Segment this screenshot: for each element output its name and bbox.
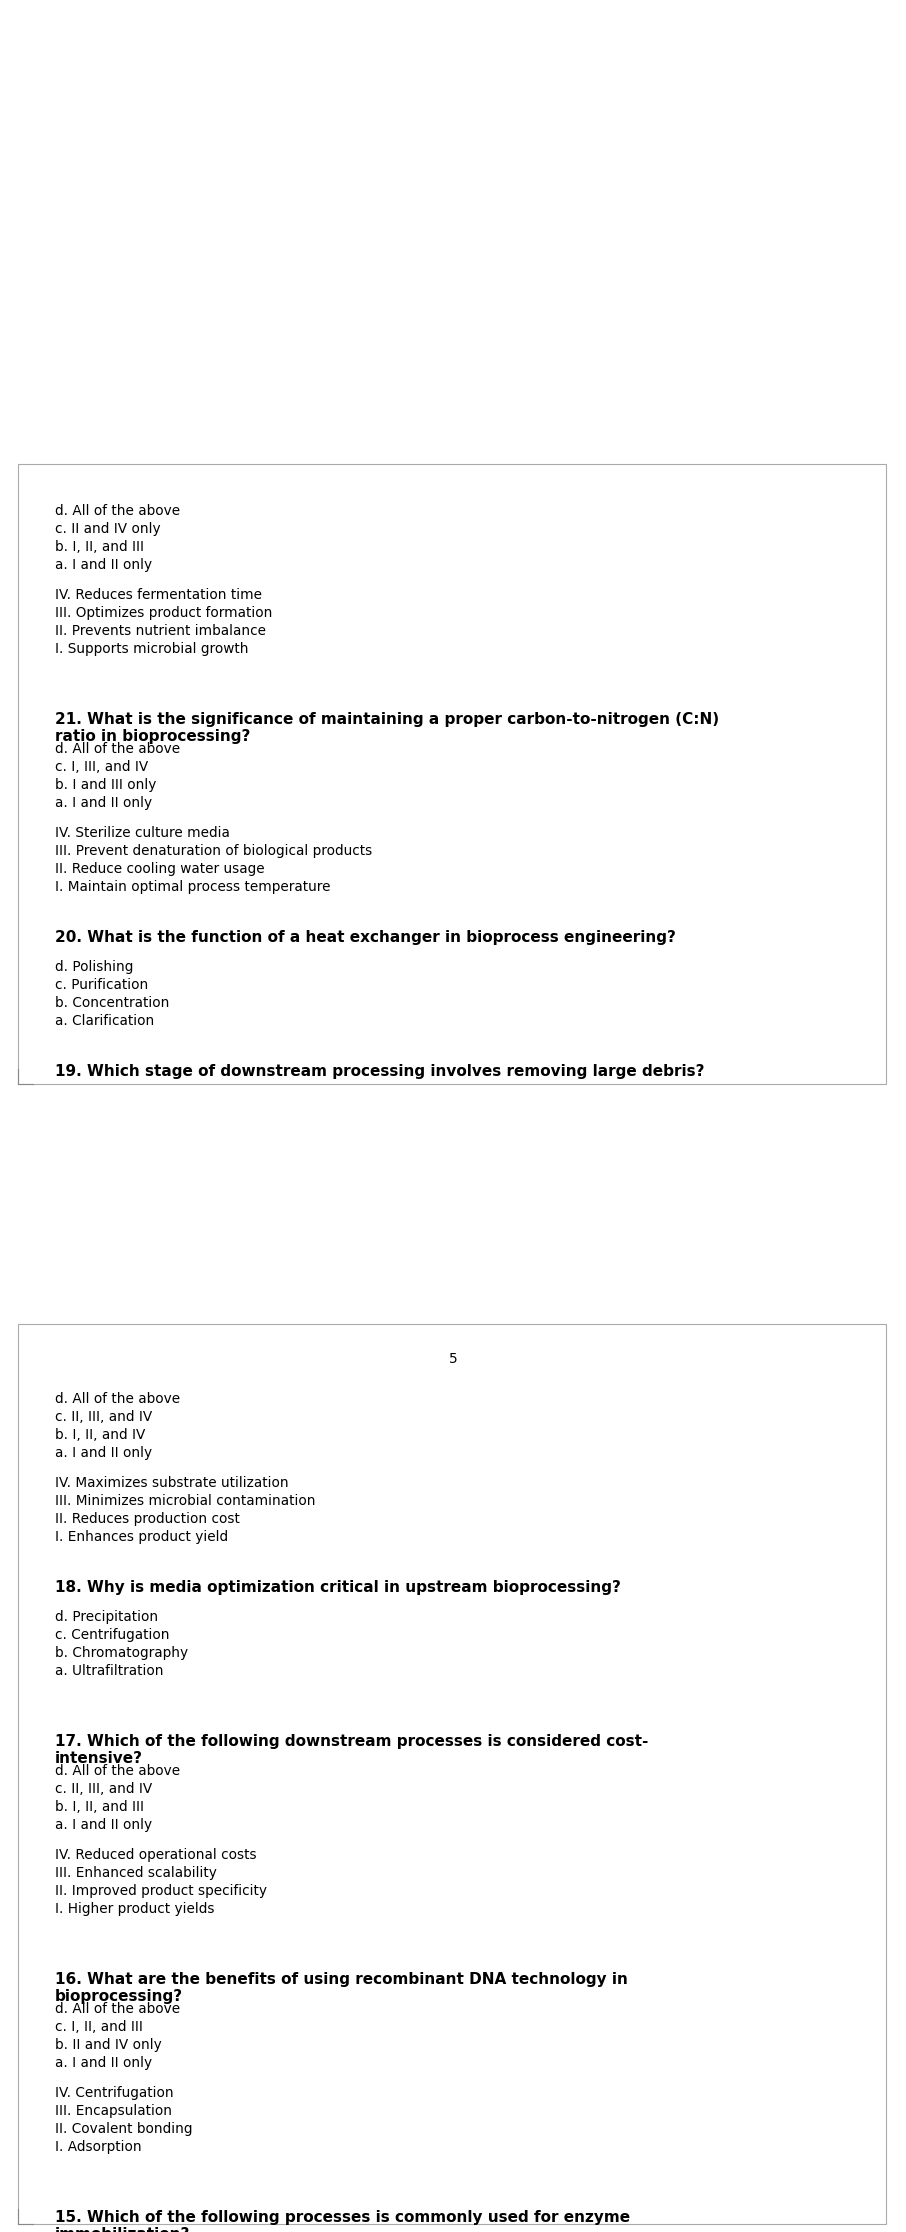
Text: c. I, III, and IV: c. I, III, and IV (55, 761, 149, 775)
Text: I. Adsorption: I. Adsorption (55, 2140, 141, 2154)
Text: 21. What is the significance of maintaining a proper carbon-to-nitrogen (C:N)
ra: 21. What is the significance of maintain… (55, 712, 719, 745)
Text: b. Chromatography: b. Chromatography (55, 1645, 188, 1661)
Text: 17. Which of the following downstream processes is considered cost-
intensive?: 17. Which of the following downstream pr… (55, 1734, 649, 1766)
Text: c. II, III, and IV: c. II, III, and IV (55, 1411, 152, 1424)
Text: a. I and II only: a. I and II only (55, 2056, 152, 2069)
Text: d. All of the above: d. All of the above (55, 2002, 180, 2015)
Text: c. Purification: c. Purification (55, 978, 149, 991)
Text: I. Enhances product yield: I. Enhances product yield (55, 1529, 228, 1545)
Text: b. I and III only: b. I and III only (55, 779, 157, 792)
Text: II. Covalent bonding: II. Covalent bonding (55, 2123, 192, 2136)
Text: a. I and II only: a. I and II only (55, 1446, 152, 1460)
Text: a. I and II only: a. I and II only (55, 558, 152, 571)
Text: III. Enhanced scalability: III. Enhanced scalability (55, 1866, 217, 1879)
Text: c. I, II, and III: c. I, II, and III (55, 2020, 143, 2033)
Text: b. I, II, and III: b. I, II, and III (55, 540, 144, 554)
Text: a. Clarification: a. Clarification (55, 1013, 154, 1029)
Text: III. Encapsulation: III. Encapsulation (55, 2105, 172, 2118)
Text: II. Reduce cooling water usage: II. Reduce cooling water usage (55, 862, 265, 875)
Text: a. Ultrafiltration: a. Ultrafiltration (55, 1665, 163, 1678)
Text: 20. What is the function of a heat exchanger in bioprocess engineering?: 20. What is the function of a heat excha… (55, 931, 676, 944)
Text: IV. Centrifugation: IV. Centrifugation (55, 2087, 174, 2100)
Text: a. I and II only: a. I and II only (55, 1819, 152, 1832)
Text: d. All of the above: d. All of the above (55, 1763, 180, 1779)
Text: IV. Maximizes substrate utilization: IV. Maximizes substrate utilization (55, 1475, 289, 1491)
Text: II. Improved product specificity: II. Improved product specificity (55, 1884, 267, 1897)
Text: 19. Which stage of downstream processing involves removing large debris?: 19. Which stage of downstream processing… (55, 1065, 705, 1078)
Text: IV. Sterilize culture media: IV. Sterilize culture media (55, 826, 230, 839)
Text: I. Higher product yields: I. Higher product yields (55, 1902, 215, 1915)
Text: II. Prevents nutrient imbalance: II. Prevents nutrient imbalance (55, 625, 266, 638)
Text: d. All of the above: d. All of the above (55, 1393, 180, 1406)
Text: b. Concentration: b. Concentration (55, 995, 169, 1011)
Text: I. Supports microbial growth: I. Supports microbial growth (55, 643, 248, 656)
Text: 16. What are the benefits of using recombinant DNA technology in
bioprocessing?: 16. What are the benefits of using recom… (55, 1973, 628, 2004)
Text: I. Maintain optimal process temperature: I. Maintain optimal process temperature (55, 879, 331, 895)
Text: c. II, III, and IV: c. II, III, and IV (55, 1781, 152, 1797)
Bar (18, 464, 886, 1085)
Text: d. Precipitation: d. Precipitation (55, 1609, 159, 1625)
Text: IV. Reduces fermentation time: IV. Reduces fermentation time (55, 587, 262, 603)
Text: IV. Reduced operational costs: IV. Reduced operational costs (55, 1848, 256, 1861)
Text: c. Centrifugation: c. Centrifugation (55, 1627, 169, 1643)
Text: II. Reduces production cost: II. Reduces production cost (55, 1511, 240, 1527)
Text: III. Prevent denaturation of biological products: III. Prevent denaturation of biological … (55, 844, 372, 857)
Text: d. All of the above: d. All of the above (55, 504, 180, 518)
Text: d. Polishing: d. Polishing (55, 960, 133, 973)
Text: b. II and IV only: b. II and IV only (55, 2038, 162, 2051)
Text: III. Minimizes microbial contamination: III. Minimizes microbial contamination (55, 1493, 315, 1509)
Text: a. I and II only: a. I and II only (55, 797, 152, 810)
Text: III. Optimizes product formation: III. Optimizes product formation (55, 607, 273, 620)
Text: b. I, II, and IV: b. I, II, and IV (55, 1428, 145, 1442)
Text: 15. Which of the following processes is commonly used for enzyme
immobilization?: 15. Which of the following processes is … (55, 2210, 631, 2232)
Text: b. I, II, and III: b. I, II, and III (55, 1799, 144, 1815)
Text: 18. Why is media optimization critical in upstream bioprocessing?: 18. Why is media optimization critical i… (55, 1580, 621, 1596)
Text: d. All of the above: d. All of the above (55, 741, 180, 757)
Text: c. II and IV only: c. II and IV only (55, 522, 160, 536)
Bar (18, 1324, 886, 2223)
Text: 5: 5 (448, 1353, 458, 1366)
